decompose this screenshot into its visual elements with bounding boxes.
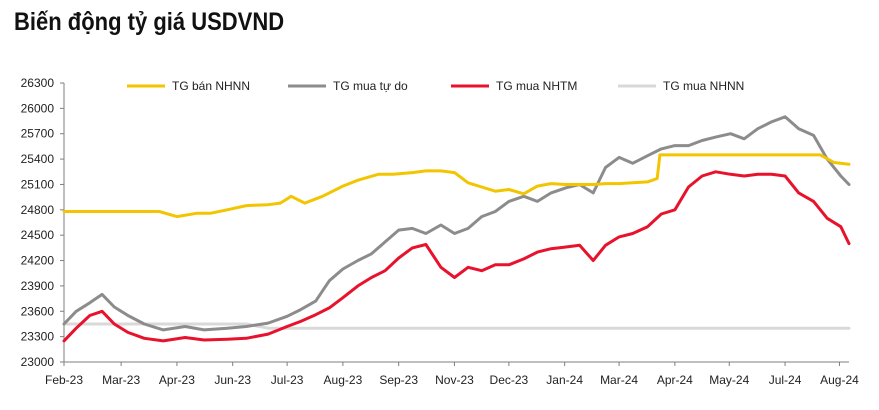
x-tick-label: Aug-24 xyxy=(820,373,859,387)
x-tick-label: Jun-23 xyxy=(214,373,251,387)
x-tick-label: Mar-24 xyxy=(600,373,638,387)
x-tick-label: Sep-23 xyxy=(379,373,418,387)
series-line-0 xyxy=(62,153,851,219)
y-tick-label: 26000 xyxy=(21,101,55,115)
x-tick-label: Apr-24 xyxy=(657,373,693,387)
legend-label: TG mua NHNN xyxy=(663,79,744,93)
legend-label: TG bán NHNN xyxy=(172,79,250,93)
x-tick-label: Jan-24 xyxy=(546,373,583,387)
x-tick-label: Dec-23 xyxy=(490,373,529,387)
x-tick-label: Mar-23 xyxy=(102,373,140,387)
y-tick-label: 25400 xyxy=(21,152,55,166)
x-tick-label: Jul-23 xyxy=(271,373,304,387)
x-tick-label: Feb-23 xyxy=(45,373,83,387)
y-tick-label: 23300 xyxy=(21,330,55,344)
y-tick-label: 25100 xyxy=(21,177,55,191)
y-tick-label: 24500 xyxy=(21,228,55,242)
chart-title: Biến động tỷ giá USDVND xyxy=(14,8,285,36)
y-tick-label: 24200 xyxy=(21,254,55,268)
x-axis: Feb-23 Mar-23 Apr-23 Jun-23 Jul-23 Aug-23 Sep-… xyxy=(45,361,859,387)
y-axis: 23000 23300 23600 23900 24200 24500 24800 25100… xyxy=(21,76,65,369)
series-line-1 xyxy=(62,115,851,332)
series-line-3 xyxy=(62,322,851,330)
y-tick-label: 26300 xyxy=(21,76,55,90)
x-tick-label: Apr-23 xyxy=(159,373,195,387)
y-tick-label: 25700 xyxy=(21,127,55,141)
series-line-2 xyxy=(62,170,851,343)
series-lines xyxy=(62,115,851,343)
y-tick-label: 23600 xyxy=(21,304,55,318)
legend: TG bán NHNN TG mua tự do TG mua NHTM TG mua… xyxy=(127,79,744,93)
x-tick-label: Nov-23 xyxy=(435,373,474,387)
y-tick-label: 23000 xyxy=(21,355,55,369)
x-tick-label: Jul-24 xyxy=(769,373,802,387)
x-tick-label: May-24 xyxy=(709,373,749,387)
x-tick-label: Aug-23 xyxy=(324,373,363,387)
legend-label: TG mua tự do xyxy=(333,79,408,93)
legend-label: TG mua NHTM xyxy=(496,79,577,93)
y-tick-label: 24800 xyxy=(21,203,55,217)
y-tick-label: 23900 xyxy=(21,279,55,293)
